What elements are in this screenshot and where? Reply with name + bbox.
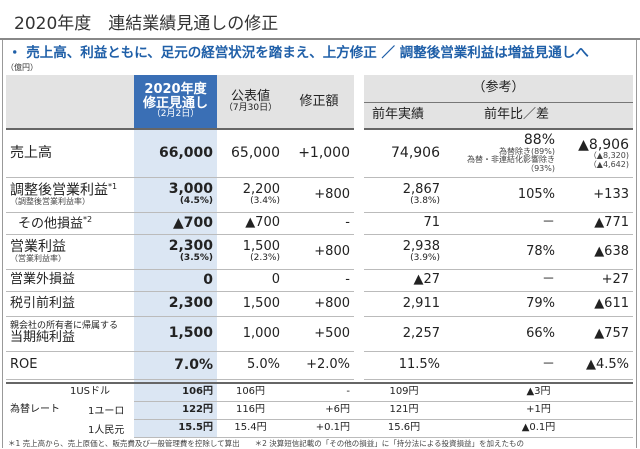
headline: ・ 売上高、利益ともに、足元の経営状況を踏まえ、上方修正 ／ 調整後営業利益は増… xyxy=(8,45,589,61)
table-row-roe: ROE 7.0% 5.0% +2.0% 11.5% － ▲4.5% xyxy=(6,351,633,380)
table-row-other: その他損益*2 ▲700 ▲700 - 71 － ▲771 xyxy=(6,212,633,235)
table-row-adjusted-op: 調整後営業利益*1 （調整後営業利益率） 3,000 (4.5%) 2,200 (3.… xyxy=(6,177,633,213)
header-row: 2020年度 修正見通し （2月2日） 公表値 （7月30日） 修正額 （参考） xyxy=(6,75,633,130)
fx-currency-eur: 1ユーロ xyxy=(88,406,125,417)
header-revision: 修正額 xyxy=(284,75,354,130)
header-blank xyxy=(6,75,134,130)
content-frame xyxy=(2,40,637,448)
table-row-net-income: 親会社の所有者に帰属する 当期純利益 1,500 1,000 +500 2,257… xyxy=(6,316,633,352)
header-yoy: 前年比／差 xyxy=(444,102,633,130)
header-reference: （参考） xyxy=(364,75,633,103)
table-row-op: 営業利益 （営業利益率） 2,300 (3.5%) 1,500 (2.3%) +800… xyxy=(6,234,633,270)
table-row-nonop: 営業外損益 0 0 - ▲27 － +27 xyxy=(6,269,633,292)
header-forecast: 2020年度 修正見通し （2月2日） xyxy=(134,75,217,130)
title-bar: 2020年度 連結業績見通しの修正 xyxy=(0,0,640,40)
unit-label: （億円） xyxy=(6,63,38,72)
fx-row-eur: 122円 116円 +6円 121円 +1円 xyxy=(6,401,633,420)
header-published: 公表値 （7月30日） xyxy=(217,75,284,130)
fx-currency-cny: 1人民元 xyxy=(88,425,125,436)
table-row-sales: 売上高 66,000 65,000 +1,000 74,906 88% 為替除き(… xyxy=(6,129,633,178)
footnotes: ＊1 売上高から、売上原価と、販売費及び一般管理費を控除して算出 ＊2 決算短信… xyxy=(8,439,525,448)
header-prev-actual: 前年実績 xyxy=(364,102,444,130)
table-row-pretax: 税引前利益 2,300 1,500 +800 2,911 79% ▲611 xyxy=(6,291,633,317)
fx-row-cny: 15.5円 15.4円 +0.1円 15.6円 ▲0.1円 xyxy=(6,419,633,438)
forecast-table: 2020年度 修正見通し （2月2日） 公表値 （7月30日） 修正額 （参考） 前年… xyxy=(6,75,633,438)
fx-row-usd: 為替レート1USドル 106円 106円 - 109円 ▲3円 xyxy=(6,382,633,437)
page-title: 2020年度 連結業績見通しの修正 xyxy=(14,14,279,34)
